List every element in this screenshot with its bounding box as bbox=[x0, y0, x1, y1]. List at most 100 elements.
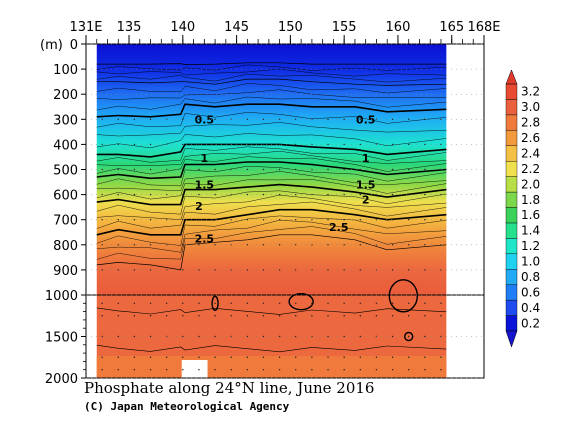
sample-point bbox=[408, 244, 410, 246]
sample-point bbox=[262, 244, 265, 246]
contour-2-8 bbox=[96, 234, 447, 271]
sample-point bbox=[117, 302, 119, 304]
sample-point bbox=[198, 269, 200, 271]
sample-point bbox=[424, 244, 426, 246]
sample-point bbox=[214, 219, 216, 221]
sample-point bbox=[198, 356, 200, 358]
sample-point bbox=[198, 369, 200, 371]
sample-point bbox=[278, 356, 281, 358]
y-tick-label: 2000 bbox=[45, 372, 78, 387]
sample-point bbox=[408, 168, 410, 171]
sample-point bbox=[133, 118, 136, 121]
sample-point bbox=[214, 302, 216, 304]
colorbar-swatch bbox=[505, 269, 518, 285]
sample-point bbox=[375, 315, 378, 317]
closed-contour bbox=[388, 279, 419, 313]
sample-point bbox=[117, 244, 119, 246]
contour-label: 1 bbox=[200, 152, 208, 165]
sample-point bbox=[101, 356, 103, 358]
sample-point bbox=[311, 302, 313, 304]
sample-point bbox=[198, 219, 200, 221]
sample-point bbox=[327, 369, 329, 371]
sample-point bbox=[149, 369, 152, 371]
colorbar-swatch bbox=[505, 299, 518, 316]
sample-point bbox=[408, 315, 410, 317]
sample-point bbox=[230, 369, 232, 371]
sample-point bbox=[440, 335, 442, 338]
x-tick-label: 135 bbox=[117, 20, 142, 35]
colorbar-swatch bbox=[505, 145, 518, 162]
sample-point bbox=[230, 302, 232, 304]
sample-point bbox=[101, 193, 103, 196]
colorbar-label: 2.4 bbox=[521, 146, 540, 160]
sample-point bbox=[440, 193, 442, 196]
colorbar-label: 2.0 bbox=[521, 177, 540, 191]
sample-point bbox=[343, 369, 345, 371]
sample-point bbox=[246, 193, 249, 196]
colorbar-swatch bbox=[505, 207, 518, 224]
contour-intermediate bbox=[96, 89, 447, 100]
sample-point bbox=[198, 244, 200, 246]
sample-point bbox=[295, 143, 297, 146]
sample-point bbox=[149, 219, 152, 221]
sample-point bbox=[440, 143, 442, 146]
sample-point bbox=[375, 302, 378, 304]
sample-point bbox=[262, 143, 265, 146]
sample-point bbox=[182, 219, 184, 221]
sample-point bbox=[440, 302, 442, 304]
contour-label-bg bbox=[353, 112, 378, 125]
contour-0-5 bbox=[96, 103, 447, 118]
sample-point bbox=[391, 193, 394, 196]
contour-0-4 bbox=[96, 78, 447, 86]
sample-point bbox=[424, 335, 426, 338]
y-tick-label: 700 bbox=[53, 214, 78, 229]
y-tick-label: 600 bbox=[53, 189, 78, 204]
sample-point bbox=[375, 356, 378, 358]
y-tick-label: 200 bbox=[53, 88, 78, 103]
sample-point bbox=[101, 244, 103, 246]
sample-point bbox=[198, 143, 200, 146]
contour-intermediate bbox=[96, 171, 447, 192]
y-tick-label: 500 bbox=[53, 164, 78, 179]
sample-point bbox=[117, 193, 119, 196]
sample-point bbox=[359, 315, 361, 317]
sample-point bbox=[246, 369, 249, 371]
sample-point bbox=[391, 356, 394, 358]
sample-point bbox=[133, 244, 136, 246]
contour-intermediate bbox=[96, 68, 447, 77]
sample-point bbox=[295, 369, 297, 371]
closed-contour bbox=[211, 295, 219, 311]
colorbar-label: 3.0 bbox=[521, 100, 540, 114]
sample-point bbox=[262, 269, 265, 271]
contour-1-5 bbox=[96, 161, 447, 180]
sample-point bbox=[198, 193, 200, 196]
contour-intermediate bbox=[96, 156, 447, 175]
sample-point bbox=[359, 168, 361, 171]
sample-point bbox=[343, 315, 345, 317]
sample-point bbox=[327, 335, 329, 338]
sample-point bbox=[278, 244, 281, 246]
sample-point bbox=[391, 168, 394, 171]
contour-label: 0.5 bbox=[356, 113, 376, 126]
sample-points bbox=[101, 118, 442, 371]
sample-point bbox=[440, 168, 442, 171]
sample-point bbox=[117, 315, 119, 317]
sample-point bbox=[327, 356, 329, 358]
sample-point bbox=[101, 369, 103, 371]
sample-point bbox=[359, 335, 361, 338]
sample-point bbox=[214, 356, 216, 358]
colorbar-label: 1.4 bbox=[521, 224, 540, 238]
sample-point bbox=[149, 143, 152, 146]
sample-point bbox=[133, 269, 136, 271]
sample-point bbox=[343, 302, 345, 304]
sample-point bbox=[327, 244, 329, 246]
y-tick-label: 300 bbox=[53, 113, 78, 128]
contour-intermediate bbox=[96, 146, 447, 163]
sample-point bbox=[262, 168, 265, 171]
contour-label: 1 bbox=[362, 152, 370, 165]
contour-2-5 bbox=[96, 208, 447, 236]
chart-credit: (C) Japan Meteorological Agency bbox=[84, 400, 290, 413]
sample-point bbox=[278, 269, 281, 271]
sample-point bbox=[359, 219, 361, 221]
sample-point bbox=[424, 369, 426, 371]
